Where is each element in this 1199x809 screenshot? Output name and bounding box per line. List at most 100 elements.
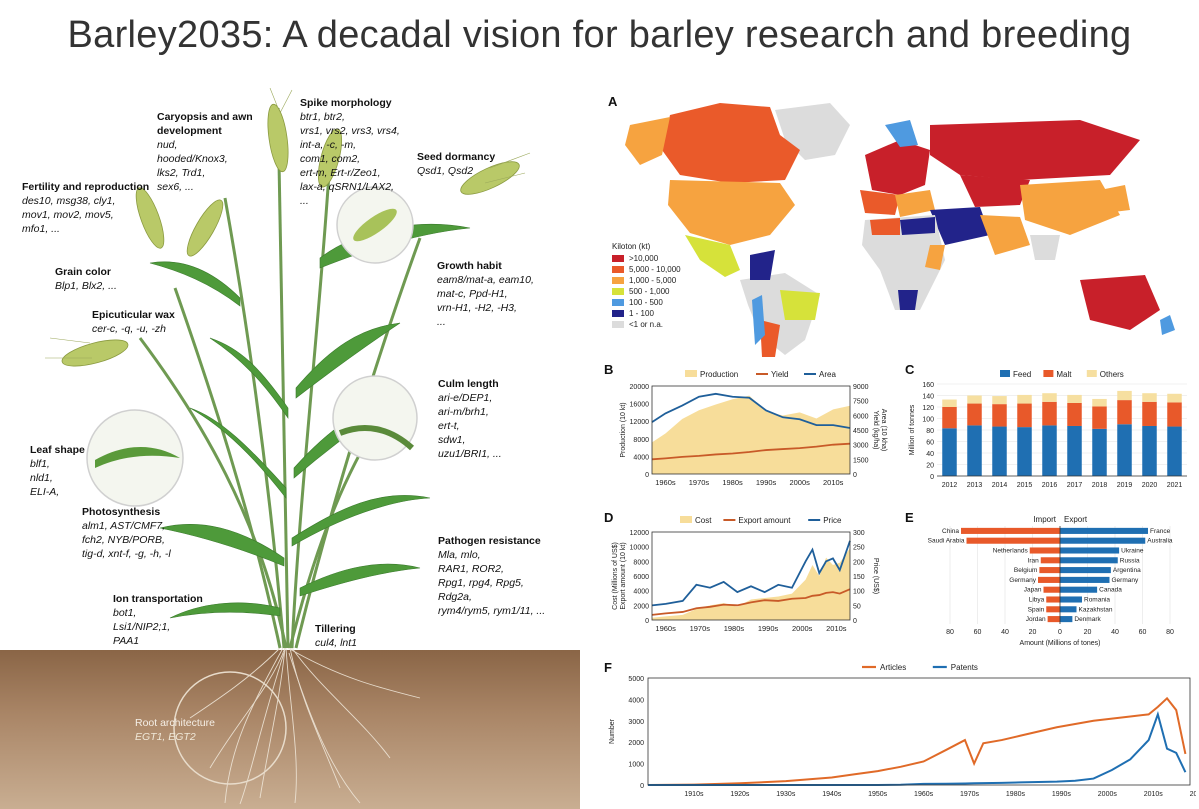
line-yield — [651, 442, 851, 461]
x-tick-label: 1970s — [689, 478, 710, 487]
x-tick-label: 2020s — [1190, 791, 1196, 798]
import-country-label: Germany — [1009, 577, 1036, 584]
bar-feed — [1042, 425, 1057, 476]
export-country-label: Ukraine — [1121, 548, 1144, 555]
panel-label-c: C — [905, 362, 915, 377]
map-region — [980, 215, 1030, 255]
gene-text: Mla, mlo, — [438, 549, 481, 561]
gene-text: sdw1, — [438, 434, 466, 446]
map-region — [780, 290, 820, 320]
y-tick-label: 2000 — [628, 740, 644, 747]
chart-e: Import Export 80 60 40 20 0 20 40 60 80 China Saudi … — [928, 515, 1174, 647]
y-tick-label: 6000 — [633, 574, 649, 581]
y2-tick-label: 0 — [853, 472, 857, 479]
gene-text: ert-t, — [438, 420, 460, 432]
import-header: Import — [1033, 515, 1056, 524]
map-legend-title: Kiloton (kt) — [612, 242, 651, 251]
y-tick-label: 3000 — [628, 719, 644, 726]
y2-tick-label: 3000 — [853, 443, 869, 450]
legend-label: Others — [1100, 370, 1124, 379]
import-country-label: Iran — [1028, 557, 1040, 564]
leaf-zoom-circle — [86, 409, 184, 507]
export-bar — [1060, 576, 1110, 583]
x-tick-label: 1980s — [722, 478, 743, 487]
gene-text: ... — [437, 316, 446, 328]
bar-others — [992, 396, 1007, 405]
line-articles — [647, 696, 1187, 786]
label-photosynthesis-heading: Photosynthesis — [82, 506, 161, 518]
map-region — [1100, 185, 1130, 213]
import-bar — [961, 527, 1060, 534]
label-graincolor: Grain color Blp1, Blx2, ... — [55, 265, 117, 293]
x-tick-label: 2016 — [1042, 482, 1058, 489]
bar-others — [1142, 393, 1157, 402]
gene-text: nud, — [157, 139, 178, 151]
x-tick-label: 40 — [1001, 629, 1009, 636]
y2-tick-label: 7500 — [853, 399, 869, 406]
plot-frame — [647, 677, 1191, 786]
import-country-label: Saudi Arabia — [928, 538, 965, 545]
legend-swatch — [1043, 370, 1054, 377]
y-tick-label: 4000 — [633, 454, 649, 461]
label-culm-heading: Culm length — [438, 378, 499, 390]
x-tick-label: 20 — [1084, 629, 1092, 636]
x-tick-label: 60 — [974, 629, 982, 636]
gene-text: EGT1, EGT2 — [135, 731, 196, 743]
gene-text: ... — [300, 195, 309, 207]
x-tick-label: 1960s — [655, 624, 676, 633]
label-wax: Epicuticular wax cer-c, -q, -u, -zh — [92, 308, 175, 336]
y2-tick-label: 300 — [853, 530, 865, 537]
area-cost — [652, 548, 850, 620]
x-tick-label: 80 — [1166, 629, 1174, 636]
export-bar — [1060, 567, 1111, 574]
map-legend-swatch — [612, 310, 624, 318]
map-region — [1030, 235, 1060, 260]
gene-text: vrs1, vrs2, vrs3, vrs4, — [300, 125, 400, 137]
map-legend-label: 500 - 1,000 — [629, 287, 670, 296]
export-country-label: Russia — [1120, 557, 1140, 564]
import-bar — [966, 537, 1060, 544]
y-tick-label: 8000 — [633, 559, 649, 566]
y-tick-label: 12000 — [630, 530, 650, 537]
legend-label: Patents — [951, 663, 978, 672]
bar-others — [1167, 393, 1182, 403]
y-tick-label: 4000 — [628, 697, 644, 704]
bar-others — [967, 395, 982, 404]
bar-malt — [967, 403, 982, 426]
import-bar — [1040, 557, 1060, 564]
x-tick-label: 2010s — [823, 478, 844, 487]
map-region — [860, 190, 900, 215]
label-photosynthesis: Photosynthesis alm1, AST/CMF7, fch2, NYB… — [82, 505, 171, 561]
y-tick-label: 60 — [926, 440, 934, 447]
label-pathogen: Pathogen resistance Mla, mlo, RAR1, ROR2… — [438, 534, 545, 618]
x-tick-label: 1990s — [758, 624, 779, 633]
bar-others — [1067, 394, 1082, 403]
export-country-label: Kazakhstan — [1079, 606, 1113, 613]
x-tick-label: 1910s — [684, 791, 704, 798]
map-region — [662, 103, 800, 183]
bar-others — [942, 399, 957, 407]
map-legend-item: 1 - 100 — [612, 309, 654, 318]
x-tick-label: 2015 — [1017, 482, 1033, 489]
chart-d: Cost Export amount Price020004000600080001… — [612, 516, 879, 633]
map-region — [900, 217, 935, 235]
x-tick-label: 2012 — [942, 482, 958, 489]
bar-feed — [1017, 427, 1032, 476]
gene-text: Rdg2a, — [438, 591, 472, 603]
x-axis-title: Amount (Millions of tones) — [1020, 640, 1101, 647]
import-bar — [1046, 606, 1060, 613]
x-tick-label: 1920s — [730, 791, 750, 798]
gene-text: mat-c, Ppd-H1, — [437, 288, 508, 300]
label-ion-heading: Ion transportation — [113, 593, 203, 605]
legend-swatch — [685, 370, 697, 377]
import-country-label: Japan — [1024, 587, 1042, 594]
gene-text: Lsi1/NIP2;1, — [113, 621, 171, 633]
map-legend-label: 1,000 - 5,000 — [629, 276, 677, 285]
gene-text: lks2, Trd1, — [157, 167, 206, 179]
x-tick-label: 2000s — [1098, 791, 1118, 798]
x-tick-label: 2021 — [1167, 482, 1183, 489]
label-caryopsis-heading: Caryopsis and awn development — [157, 111, 253, 137]
map-legend-label: <1 or n.a. — [629, 320, 664, 329]
y-tick-label: 2000 — [633, 603, 649, 610]
map-region — [760, 320, 780, 357]
